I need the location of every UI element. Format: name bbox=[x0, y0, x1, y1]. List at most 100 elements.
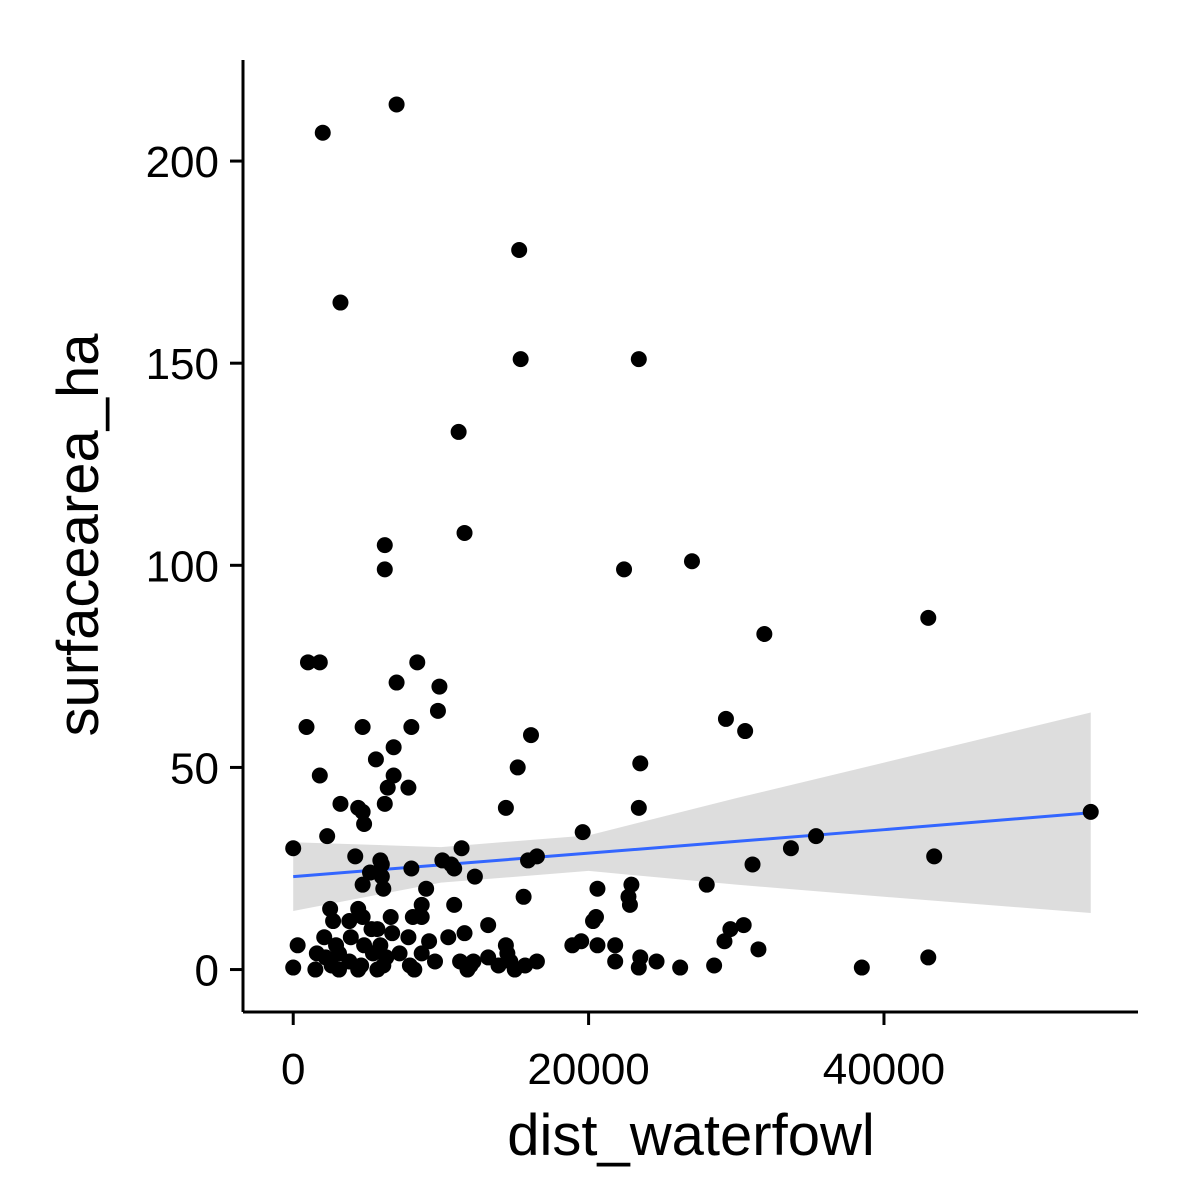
data-point-62 bbox=[375, 880, 392, 897]
confidence-band bbox=[293, 712, 1091, 913]
data-point-88 bbox=[722, 921, 739, 938]
data-point-44 bbox=[574, 824, 591, 841]
data-point-78 bbox=[413, 909, 430, 926]
data-point-30 bbox=[311, 767, 328, 784]
confidence-band-layer bbox=[293, 712, 1091, 913]
data-point-84 bbox=[735, 917, 752, 934]
data-point-103 bbox=[289, 937, 306, 954]
data-point-10 bbox=[616, 561, 633, 578]
data-point-64 bbox=[623, 876, 640, 893]
data-point-43 bbox=[808, 828, 825, 845]
data-point-34 bbox=[332, 795, 349, 812]
data-point-16 bbox=[409, 654, 426, 671]
data-point-124 bbox=[648, 953, 665, 970]
data-point-75 bbox=[354, 909, 371, 926]
y-tick-label-4: 200 bbox=[146, 138, 219, 187]
data-point-14 bbox=[299, 654, 316, 671]
data-point-87 bbox=[384, 925, 401, 942]
data-point-36 bbox=[497, 799, 514, 816]
data-point-123 bbox=[607, 953, 624, 970]
data-point-73 bbox=[322, 900, 339, 917]
data-point-118 bbox=[426, 953, 443, 970]
data-point-39 bbox=[354, 803, 371, 820]
data-point-108 bbox=[364, 945, 381, 962]
data-point-40 bbox=[1082, 803, 1099, 820]
y-axis-title: surfacearea_ha bbox=[46, 333, 111, 737]
data-point-66 bbox=[589, 880, 606, 897]
data-point-95 bbox=[421, 933, 438, 950]
data-point-109 bbox=[391, 945, 408, 962]
data-point-61 bbox=[373, 868, 390, 885]
data-point-97 bbox=[589, 937, 606, 954]
data-point-31 bbox=[385, 767, 402, 784]
data-point-55 bbox=[520, 852, 537, 869]
data-point-0 bbox=[388, 96, 405, 113]
data-point-47 bbox=[453, 840, 470, 857]
data-point-142 bbox=[459, 961, 476, 978]
data-point-138 bbox=[330, 961, 347, 978]
data-point-37 bbox=[630, 799, 647, 816]
data-point-57 bbox=[446, 860, 463, 877]
y-tick-label-3: 150 bbox=[146, 340, 219, 389]
x-axis-title: dist_waterfowl bbox=[507, 1103, 874, 1168]
data-point-100 bbox=[564, 937, 581, 954]
data-point-20 bbox=[717, 710, 734, 727]
x-tick-label-2: 40000 bbox=[823, 1045, 945, 1094]
data-point-21 bbox=[737, 723, 754, 740]
data-point-92 bbox=[316, 929, 333, 946]
data-point-131 bbox=[490, 957, 507, 974]
data-point-133 bbox=[630, 959, 647, 976]
data-point-51 bbox=[373, 856, 390, 873]
data-point-137 bbox=[307, 961, 324, 978]
data-point-135 bbox=[853, 959, 870, 976]
data-point-136 bbox=[285, 959, 302, 976]
data-point-102 bbox=[750, 941, 767, 958]
data-point-141 bbox=[406, 961, 423, 978]
data-point-42 bbox=[319, 828, 336, 845]
data-point-32 bbox=[379, 779, 396, 796]
data-point-72 bbox=[446, 896, 463, 913]
data-point-46 bbox=[782, 840, 799, 857]
data-point-8 bbox=[376, 537, 393, 554]
ticks-layer: 0 20000 40000 0 50 100 150 200 bbox=[146, 138, 946, 1094]
data-point-98 bbox=[716, 933, 733, 950]
data-point-35 bbox=[376, 795, 393, 812]
data-point-19 bbox=[429, 702, 446, 719]
data-point-49 bbox=[347, 848, 364, 865]
data-point-3 bbox=[332, 294, 349, 311]
data-point-143 bbox=[506, 961, 523, 978]
data-point-94 bbox=[400, 929, 417, 946]
data-point-56 bbox=[744, 856, 761, 873]
data-point-91 bbox=[342, 929, 359, 946]
data-point-89 bbox=[440, 929, 457, 946]
y-tick-label-2: 100 bbox=[146, 542, 219, 591]
data-point-12 bbox=[920, 609, 937, 626]
data-point-4 bbox=[512, 351, 529, 368]
data-point-26 bbox=[385, 739, 402, 756]
data-point-17 bbox=[388, 674, 405, 691]
data-point-80 bbox=[325, 913, 342, 930]
data-point-5 bbox=[630, 351, 647, 368]
x-tick-label-1: 20000 bbox=[527, 1045, 649, 1094]
data-point-45 bbox=[285, 840, 302, 857]
data-point-18 bbox=[431, 678, 448, 695]
data-point-24 bbox=[403, 719, 420, 736]
data-point-82 bbox=[587, 909, 604, 926]
data-point-29 bbox=[632, 755, 649, 772]
data-point-27 bbox=[367, 751, 384, 768]
data-point-15 bbox=[311, 654, 328, 671]
data-point-48 bbox=[926, 848, 943, 865]
data-point-70 bbox=[621, 896, 638, 913]
data-point-139 bbox=[350, 961, 367, 978]
data-point-110 bbox=[413, 945, 430, 962]
y-tick-label-0: 0 bbox=[195, 947, 219, 996]
data-point-83 bbox=[480, 917, 497, 934]
data-point-22 bbox=[298, 719, 315, 736]
data-point-41 bbox=[356, 816, 373, 833]
data-point-134 bbox=[672, 959, 689, 976]
data-points-layer bbox=[285, 96, 1099, 978]
data-point-28 bbox=[509, 759, 526, 776]
data-point-140 bbox=[369, 961, 386, 978]
axes-layer bbox=[241, 60, 1138, 1014]
